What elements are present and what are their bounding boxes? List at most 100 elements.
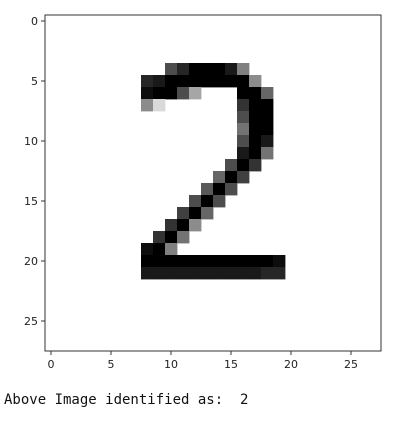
pixel-cell — [177, 231, 190, 244]
pixel-cell — [153, 231, 166, 244]
pixel-cell — [213, 255, 226, 268]
pixel-cell — [189, 87, 202, 100]
pixel-cell — [261, 87, 274, 100]
pixel-cell — [249, 147, 262, 160]
pixel-cell — [225, 255, 238, 268]
pixel-cell — [165, 63, 178, 76]
pixel-cell — [153, 99, 166, 112]
pixel-cell — [249, 135, 262, 148]
pixel-cell — [237, 75, 250, 88]
pixel-cell — [141, 267, 154, 280]
pixel-cell — [261, 99, 274, 112]
x-tick-label: 15 — [224, 358, 238, 371]
pixel-cell — [165, 255, 178, 268]
pixel-cell — [213, 63, 226, 76]
pixel-cell — [237, 255, 250, 268]
pixel-cell — [201, 183, 214, 196]
pixel-cell — [237, 63, 250, 76]
pixel-cell — [165, 267, 178, 280]
pixel-cell — [213, 195, 226, 208]
pixel-cell — [189, 75, 202, 88]
pixel-cell — [189, 63, 202, 76]
pixel-cell — [273, 255, 286, 268]
pixel-cell — [249, 111, 262, 124]
pixel-cell — [237, 111, 250, 124]
pixel-cell — [225, 267, 238, 280]
pixel-cell — [189, 219, 202, 232]
x-tick-label: 10 — [164, 358, 178, 371]
pixel-cell — [237, 171, 250, 184]
pixel-cell — [201, 195, 214, 208]
pixel-cell — [225, 159, 238, 172]
pixel-cell — [153, 243, 166, 256]
pixel-cell — [213, 171, 226, 184]
pixel-cell — [249, 159, 262, 172]
pixel-cell — [189, 267, 202, 280]
pixel-cell — [273, 267, 286, 280]
pixel-cell — [237, 147, 250, 160]
pixel-cell — [141, 243, 154, 256]
pixel-cell — [237, 159, 250, 172]
pixel-cell — [165, 219, 178, 232]
pixel-cell — [165, 75, 178, 88]
pixel-cell — [177, 219, 190, 232]
pixel-cell — [189, 207, 202, 220]
pixel-cell — [225, 183, 238, 196]
pixel-cell — [177, 267, 190, 280]
y-tick-label: 5 — [31, 75, 38, 88]
pixel-cell — [249, 99, 262, 112]
pixel-cell — [225, 75, 238, 88]
y-tick-label: 10 — [24, 135, 38, 148]
y-tick-label: 20 — [24, 255, 38, 268]
pixel-cell — [141, 75, 154, 88]
pixel-cell — [141, 87, 154, 100]
pixel-cell — [177, 87, 190, 100]
pixel-cell — [165, 87, 178, 100]
pixel-cell — [237, 267, 250, 280]
x-tick-label: 25 — [344, 358, 358, 371]
y-axis: 0 5 10 15 20 25 — [24, 15, 45, 328]
y-tick-label: 15 — [24, 195, 38, 208]
pixel-cell — [261, 135, 274, 148]
pixel-cell — [153, 267, 166, 280]
pixel-cell — [177, 75, 190, 88]
pixel-cell — [165, 231, 178, 244]
x-axis: 0 5 10 15 20 25 — [48, 351, 358, 371]
pixel-cell — [201, 63, 214, 76]
pixel-cell — [201, 255, 214, 268]
pixel-cell — [237, 99, 250, 112]
pixel-cell — [213, 267, 226, 280]
pixel-cell — [225, 171, 238, 184]
pixel-cell — [261, 147, 274, 160]
pixel-cell — [141, 99, 154, 112]
pixel-cell — [201, 75, 214, 88]
pixel-cell — [201, 207, 214, 220]
pixel-cell — [261, 255, 274, 268]
pixel-cell — [237, 135, 250, 148]
digit-image-plot: 0 5 10 15 20 25 0 5 10 15 20 25 — [24, 14, 382, 371]
prediction-output: Above Image identified as: 2 — [4, 392, 249, 408]
pixel-cell — [141, 255, 154, 268]
y-tick-label: 25 — [24, 315, 38, 328]
pixel-cell — [177, 255, 190, 268]
pixel-cell — [249, 255, 262, 268]
y-tick-label: 0 — [31, 15, 38, 28]
pixel-cell — [237, 123, 250, 136]
x-tick-label: 20 — [284, 358, 298, 371]
x-tick-label: 5 — [108, 358, 115, 371]
pixel-cell — [261, 267, 274, 280]
pixel-cell — [225, 63, 238, 76]
pixel-cell — [201, 267, 214, 280]
pixel-cell — [165, 243, 178, 256]
pixel-cell — [213, 183, 226, 196]
pixel-cell — [213, 75, 226, 88]
pixel-cell — [249, 123, 262, 136]
pixel-cell — [189, 195, 202, 208]
pixel-cell — [177, 207, 190, 220]
pixel-cell — [177, 63, 190, 76]
pixel-cell — [153, 87, 166, 100]
pixel-cell — [237, 87, 250, 100]
pixel-cell — [153, 75, 166, 88]
pixel-cell — [249, 75, 262, 88]
pixel-cell — [189, 255, 202, 268]
